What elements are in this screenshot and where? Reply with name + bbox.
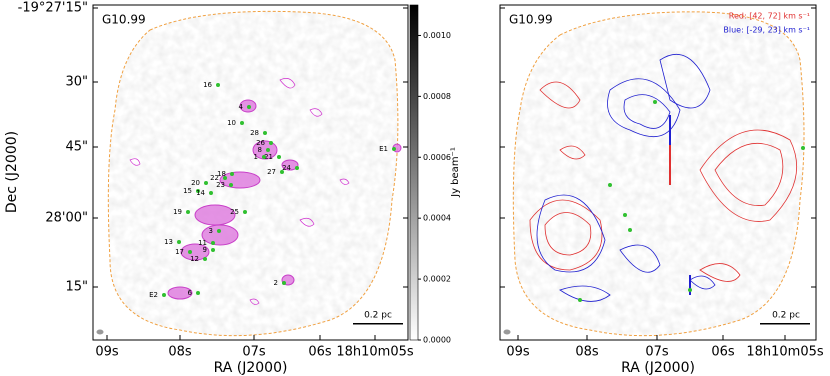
- colorbar-tick-label: 0.0002: [423, 275, 451, 284]
- source-marker: [204, 181, 208, 185]
- source-marker: [243, 210, 247, 214]
- colorbar-tick-label: 0.0008: [423, 92, 451, 101]
- source-marker: [280, 170, 284, 174]
- source-label: 3: [209, 227, 213, 235]
- source-label: 16: [203, 81, 212, 89]
- source-marker: [162, 293, 166, 297]
- colorbar-tick-label: 0.0010: [423, 31, 451, 40]
- x-tick-label: 09s: [95, 345, 119, 360]
- source-label: 8: [258, 146, 262, 154]
- source-marker: [229, 183, 233, 187]
- source-marker: [247, 105, 251, 109]
- source-marker: [196, 291, 200, 295]
- source-label: 27: [267, 168, 276, 176]
- panel-right: [499, 4, 817, 341]
- source-label: 28: [250, 129, 259, 137]
- source-marker: [203, 257, 207, 261]
- source-label: 9: [203, 246, 207, 254]
- source-label: 15: [183, 187, 192, 195]
- legend-entry: Red: [42, 72] km s⁻¹: [729, 12, 810, 21]
- source-marker: [277, 155, 281, 159]
- source-marker: [263, 131, 267, 135]
- scale-bar-label: 0.2 pc: [772, 311, 800, 321]
- source-marker: [217, 229, 221, 233]
- y-tick-label: 28'00": [45, 211, 88, 226]
- x-axis-label: RA (J2000): [214, 360, 288, 376]
- source-marker: [209, 191, 213, 195]
- x-tick-label: 07s: [242, 345, 266, 360]
- source-marker: [230, 172, 234, 176]
- source-marker: [216, 83, 220, 87]
- source-label: 21: [264, 153, 273, 161]
- x-tick-label: 06s: [711, 345, 735, 360]
- y-axis-label: Dec (J2000): [4, 131, 20, 213]
- x-tick-label: 06s: [308, 345, 332, 360]
- source-label: 19: [173, 208, 182, 216]
- x-tick-label: 18h10m05s: [746, 345, 824, 360]
- legend-entry: Blue: [-29, 23] km s⁻¹: [723, 26, 810, 35]
- source-label: 24: [282, 164, 291, 172]
- source-label: 2: [274, 279, 278, 287]
- source-marker: [211, 241, 215, 245]
- source-marker: [269, 141, 273, 145]
- source-label: E1: [379, 145, 388, 153]
- source-label: 25: [230, 208, 239, 216]
- source-marker: [266, 148, 270, 152]
- scale-bar-label: 0.2 pc: [364, 311, 392, 321]
- y-tick-label: 15": [65, 280, 88, 295]
- x-tick-label: 08s: [168, 345, 192, 360]
- source-marker: [211, 248, 215, 252]
- colorbar-tick-label: 0.0000: [423, 336, 451, 345]
- source-marker: [295, 166, 299, 170]
- source-marker: [223, 176, 227, 180]
- source-marker: [186, 210, 190, 214]
- source-label: 18: [217, 170, 226, 178]
- source-marker: [240, 121, 244, 125]
- x-tick-label: 18h10m05s: [336, 345, 414, 360]
- y-tick-label: -19°27'15": [18, 1, 88, 16]
- colorbar-tick-label: 0.0006: [423, 153, 451, 162]
- source-label: 26: [256, 139, 265, 147]
- source-label: 11: [198, 239, 207, 247]
- colorbar-tick-label: 0.0004: [423, 214, 451, 223]
- x-tick-label: 07s: [645, 345, 669, 360]
- field-name: G10.99: [509, 13, 553, 27]
- source-marker: [262, 155, 266, 159]
- source-label: 10: [227, 119, 236, 127]
- y-tick-label: 30": [65, 75, 88, 90]
- source-label: 13: [164, 238, 173, 246]
- source-marker: [196, 189, 200, 193]
- colorbar: [409, 4, 419, 341]
- panel-left: [92, 4, 409, 341]
- source-marker: [392, 147, 396, 151]
- y-tick-label: 45": [65, 140, 88, 155]
- source-label: 20: [191, 179, 200, 187]
- field-name: G10.99: [102, 13, 146, 27]
- source-label: 22: [210, 174, 219, 182]
- source-label: E2: [149, 291, 158, 299]
- source-label: 4: [239, 103, 244, 111]
- source-marker: [282, 281, 286, 285]
- source-label: 12: [190, 255, 199, 263]
- source-label: 17: [175, 248, 184, 256]
- source-label: 23: [216, 181, 225, 189]
- x-tick-label: 08s: [575, 345, 599, 360]
- colorbar-label: Jy beam⁻¹: [450, 147, 461, 198]
- x-tick-label: 09s: [506, 345, 530, 360]
- x-axis-label: RA (J2000): [621, 360, 695, 376]
- source-marker: [177, 240, 181, 244]
- source-label: 14: [196, 189, 205, 197]
- source-label: 6: [188, 289, 193, 297]
- source-label: 1: [254, 153, 258, 161]
- source-marker: [188, 250, 192, 254]
